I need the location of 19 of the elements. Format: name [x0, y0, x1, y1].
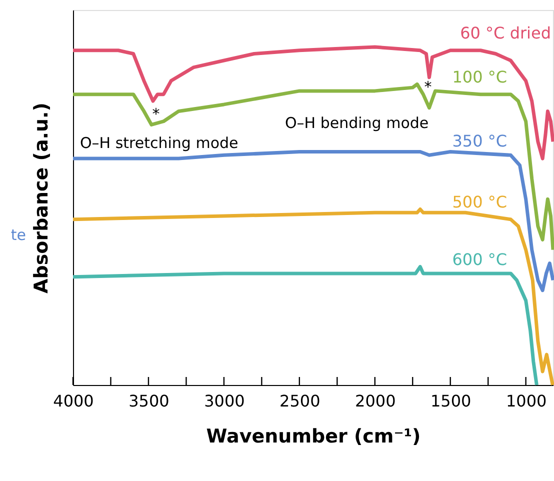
y-axis-title: Absorbance (a.u.) [30, 102, 52, 294]
x-tick-label: 2500 [280, 392, 320, 410]
series-label: 350 °C [452, 132, 507, 151]
text: te [10, 226, 26, 244]
annotation: * [424, 78, 432, 96]
x-tick-label: 2000 [355, 392, 396, 410]
x-tick-label: 3000 [204, 392, 245, 410]
x-axis-title: Wavenumber (cm⁻¹) [206, 426, 421, 448]
x-tick-label: 4000 [53, 392, 94, 410]
series-label: 100 °C [452, 67, 507, 86]
series-label: 500 °C [452, 192, 507, 212]
annotation: O–H bending mode [285, 114, 429, 132]
x-tick-label: 1000 [506, 392, 547, 410]
annotation: O–H stretching mode [80, 134, 238, 152]
annotation: * [152, 105, 160, 123]
series-label: 600 °C [452, 250, 507, 269]
x-tick-label: 3500 [128, 392, 170, 410]
series-label: 60 °C dried [460, 23, 551, 42]
x-tick-label: 1500 [430, 392, 472, 410]
